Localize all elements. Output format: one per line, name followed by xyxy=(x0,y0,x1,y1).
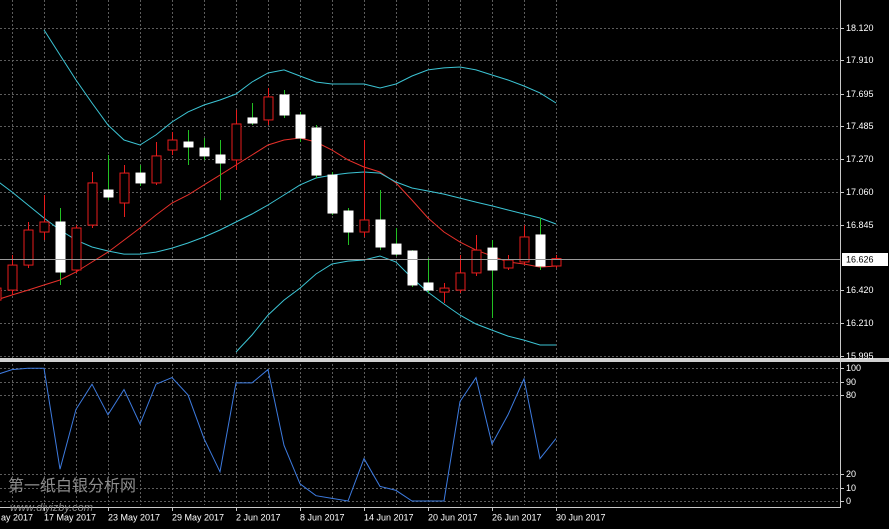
line xyxy=(0,137,557,300)
watermark: 第一纸白银分析网 xyxy=(8,477,136,495)
line xyxy=(235,255,556,353)
y-tick-label: 17.270 xyxy=(846,154,874,164)
candle-body xyxy=(151,155,162,184)
line xyxy=(43,29,557,146)
price-panel xyxy=(0,29,840,353)
x-tick-label: 20 Jun 2017 xyxy=(428,512,478,522)
y-tick-label: 16.420 xyxy=(846,285,874,295)
candle-body xyxy=(535,234,546,267)
current-price-box xyxy=(842,253,888,266)
candle-body xyxy=(359,219,370,233)
y-tick-label: 16.845 xyxy=(846,220,874,230)
candle-body xyxy=(23,229,34,266)
candle-body xyxy=(39,221,50,233)
x-tick-label: 23 May 2017 xyxy=(108,512,160,522)
candle-body xyxy=(423,282,434,291)
candle-body xyxy=(103,189,114,198)
candle-body xyxy=(407,250,418,286)
candle-body xyxy=(7,264,18,291)
candle-body xyxy=(199,147,210,157)
candle-body xyxy=(455,272,466,291)
candle-body xyxy=(391,243,402,255)
candle-body xyxy=(471,249,482,274)
y-tick-label: 90 xyxy=(846,377,856,387)
x-tick-label: 8 Jun 2017 xyxy=(300,512,345,522)
candle-body xyxy=(439,287,450,293)
y-tick-label: 17.485 xyxy=(846,121,874,131)
y-tick-label: 16.210 xyxy=(846,318,874,328)
candle-body xyxy=(279,94,290,116)
y-tick-label: 10 xyxy=(846,483,856,493)
line xyxy=(0,367,557,502)
x-tick-label: 29 May 2017 xyxy=(172,512,224,522)
candle-body xyxy=(263,96,274,121)
current-price-label: 16.626 xyxy=(846,254,874,264)
watermark: www.diyizby.com xyxy=(10,502,93,514)
candle-body xyxy=(135,172,146,184)
candle-body xyxy=(551,258,562,267)
y-tick-label: 20 xyxy=(846,469,856,479)
line xyxy=(0,171,557,255)
candle-body xyxy=(311,127,322,176)
candle-body xyxy=(343,210,354,233)
x-tick-label: ay 2017 xyxy=(1,512,33,522)
candle-body xyxy=(87,182,98,226)
x-tick-label: 14 Jun 2017 xyxy=(364,512,414,522)
y-tick-label: 80 xyxy=(846,390,856,400)
candle-body xyxy=(215,154,226,164)
candle-body xyxy=(167,139,178,151)
candle-body xyxy=(519,236,530,263)
y-tick-label: 0 xyxy=(846,496,851,506)
candle-body xyxy=(295,114,306,139)
candle-body xyxy=(503,259,514,269)
panel-divider xyxy=(0,358,889,362)
candle-body xyxy=(247,117,258,124)
candle-body xyxy=(119,172,130,204)
oscillator-panel xyxy=(0,367,557,502)
x-tick-label: 26 Jun 2017 xyxy=(492,512,542,522)
candle-body xyxy=(55,221,66,273)
x-tick-label: 17 May 2017 xyxy=(44,512,96,522)
y-tick-label: 18.120 xyxy=(846,23,874,33)
candle-body xyxy=(375,219,386,248)
candle-body xyxy=(231,123,242,161)
y-tick-label: 17.060 xyxy=(846,187,874,197)
candle-body xyxy=(0,287,2,301)
x-tick-label: 2 Jun 2017 xyxy=(236,512,281,522)
y-tick-label: 17.695 xyxy=(846,89,874,99)
x-tick-label: 30 Jun 2017 xyxy=(556,512,606,522)
y-tick-label: 100 xyxy=(846,363,861,373)
candle-body xyxy=(327,174,338,214)
y-tick-label: 15.995 xyxy=(846,351,874,361)
candle-body xyxy=(71,227,82,271)
y-tick-label: 17.910 xyxy=(846,55,874,65)
candle-body xyxy=(183,141,194,148)
